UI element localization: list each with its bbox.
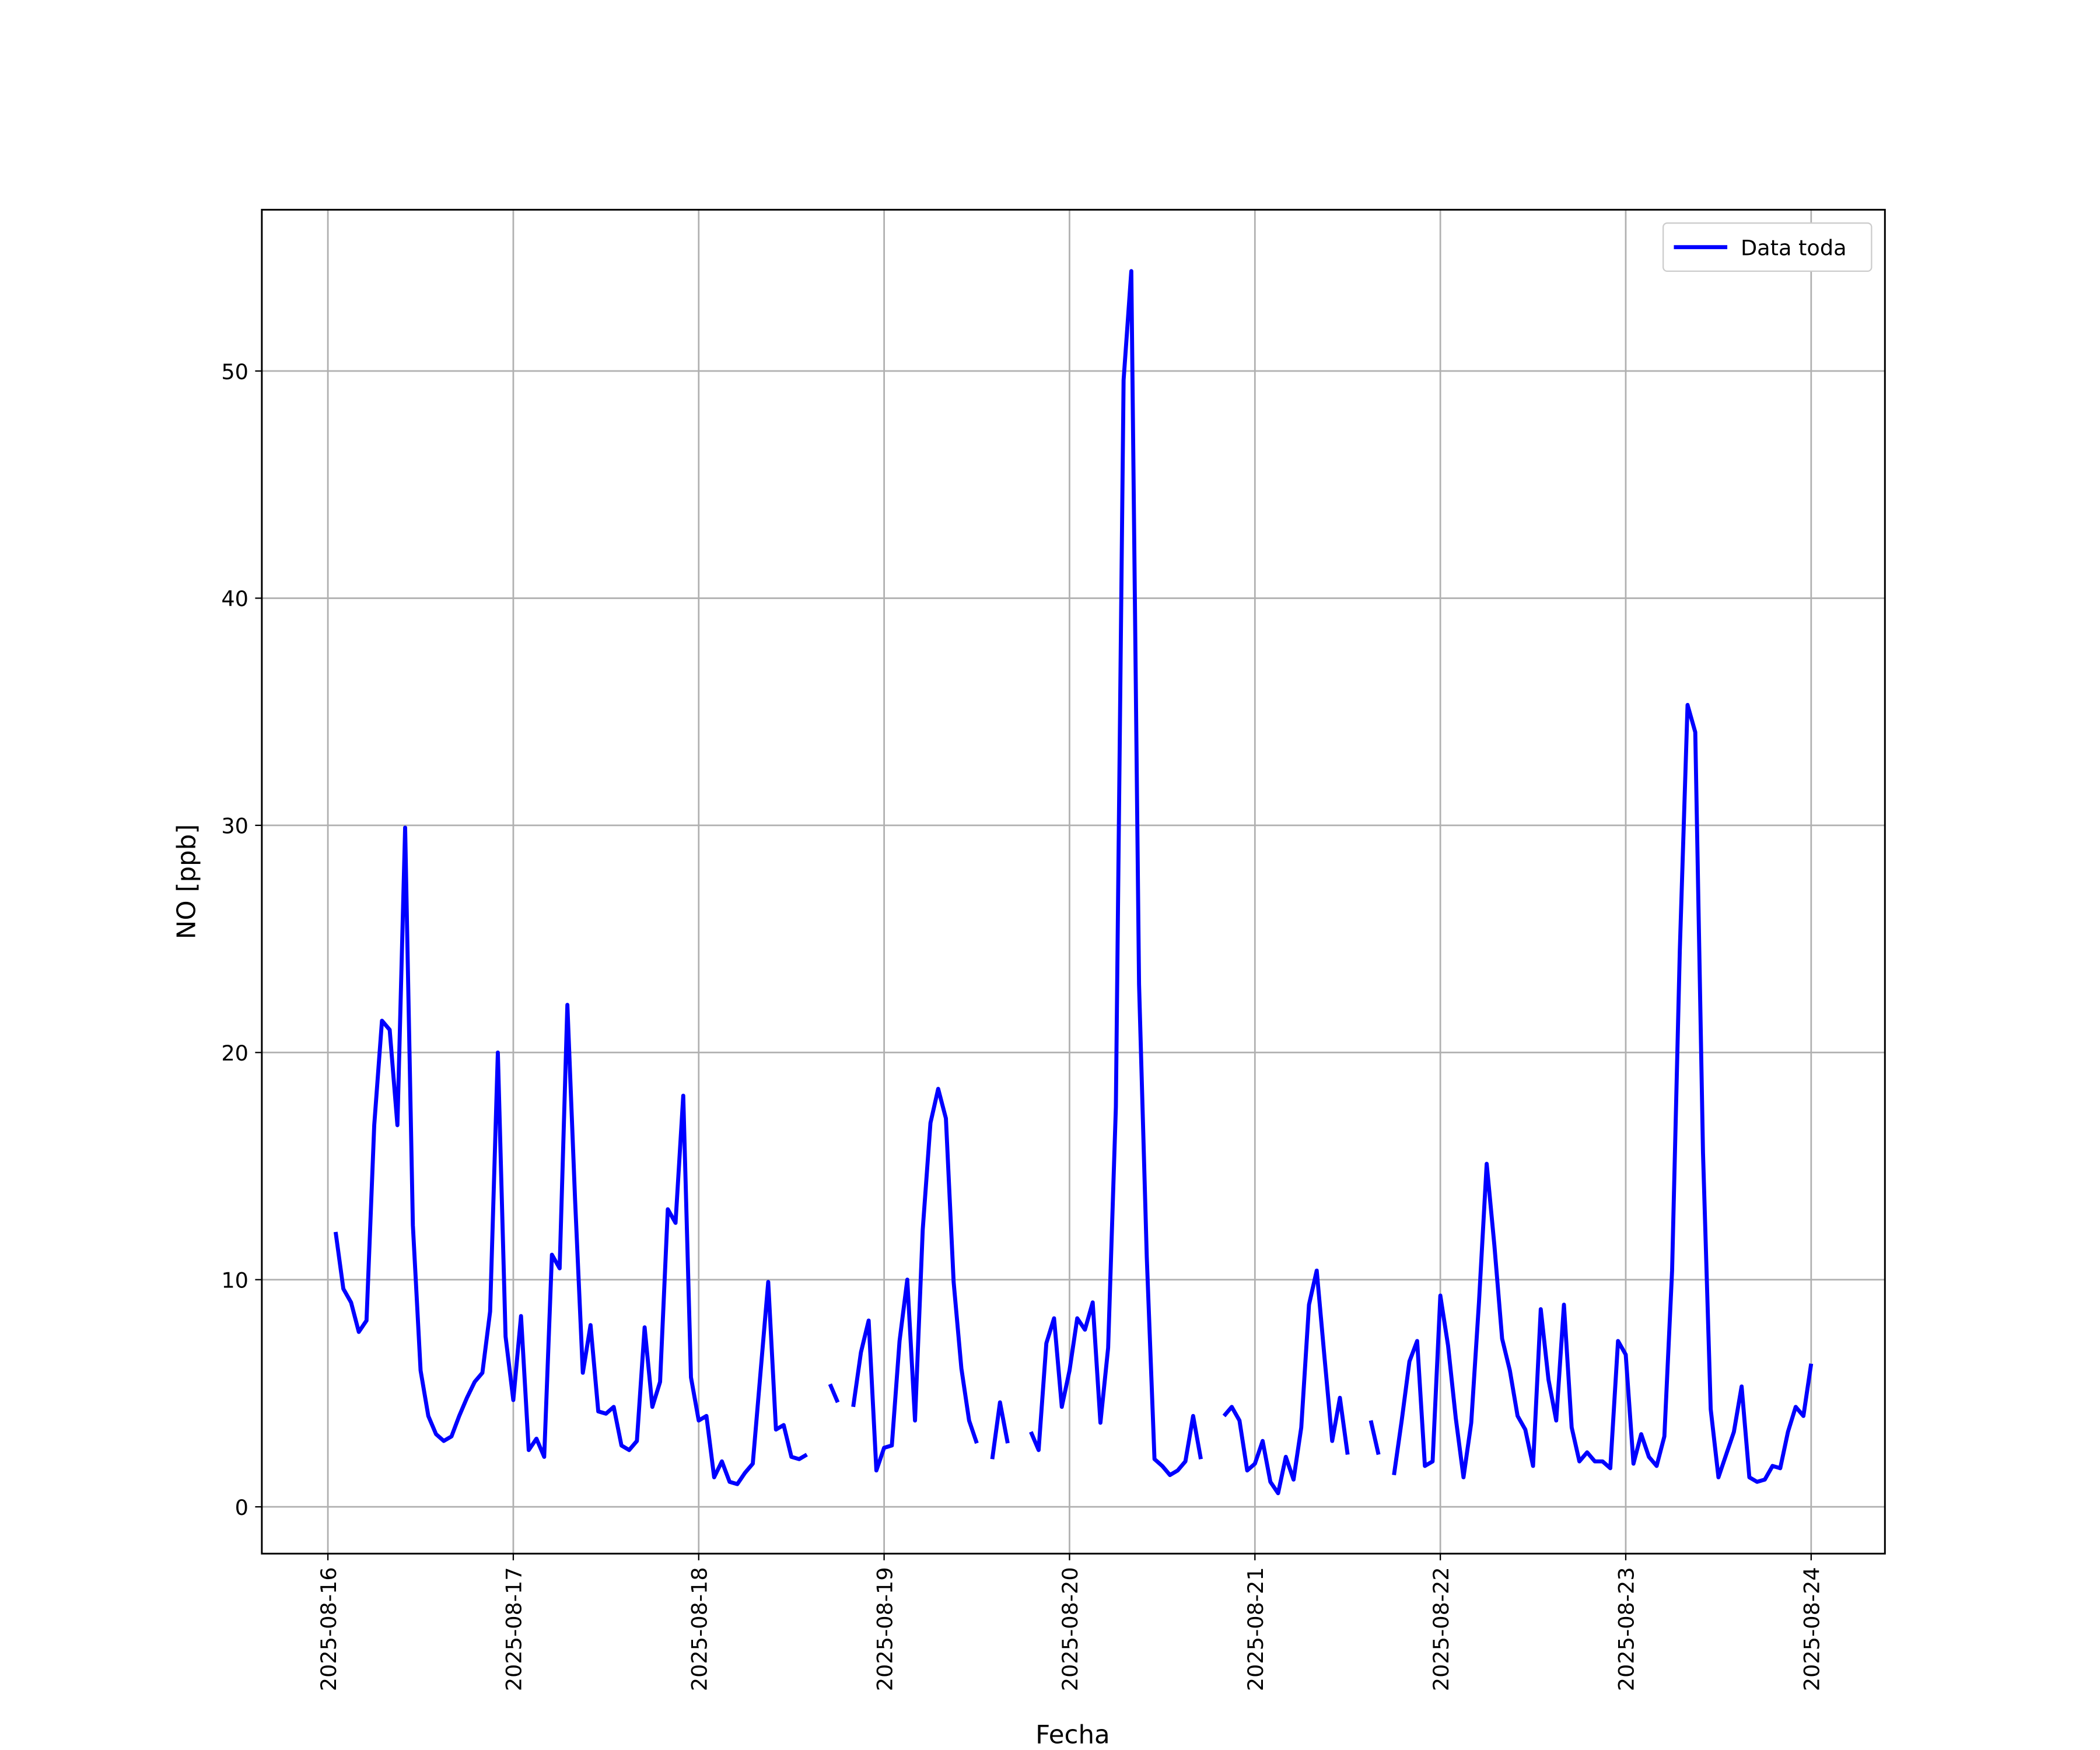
legend-box: [1662, 222, 1873, 272]
x-tick-label: 2025-08-16: [316, 1567, 341, 1691]
x-tick-label: 2025-08-18: [687, 1567, 712, 1691]
legend: Data toda: [1662, 222, 1873, 272]
x-tick-label: 2025-08-17: [502, 1567, 527, 1691]
x-tick-label: 2025-08-21: [1243, 1567, 1268, 1691]
data-line: [333, 269, 1814, 1496]
x-tick-label: 2025-08-23: [1614, 1567, 1639, 1691]
legend-label: Data toda: [1741, 235, 1847, 260]
y-tick-label: 50: [221, 359, 249, 384]
y-tick-label: 20: [221, 1041, 249, 1066]
x-tick-label: 2025-08-24: [1800, 1567, 1825, 1691]
y-axis-label: NO [ppb]: [172, 824, 201, 939]
x-tick-label: 2025-08-20: [1058, 1567, 1083, 1691]
y-tick-label: 40: [221, 586, 249, 611]
x-tick-label: 2025-08-19: [872, 1567, 897, 1691]
y-tick-label: 30: [221, 814, 249, 839]
x-axis-label: Fecha: [1035, 1721, 1110, 1750]
x-tick-label: 2025-08-22: [1429, 1567, 1454, 1691]
y-tick-label: 0: [235, 1495, 249, 1520]
plot-frame: [261, 209, 1886, 1555]
y-tick-label: 10: [221, 1268, 249, 1293]
